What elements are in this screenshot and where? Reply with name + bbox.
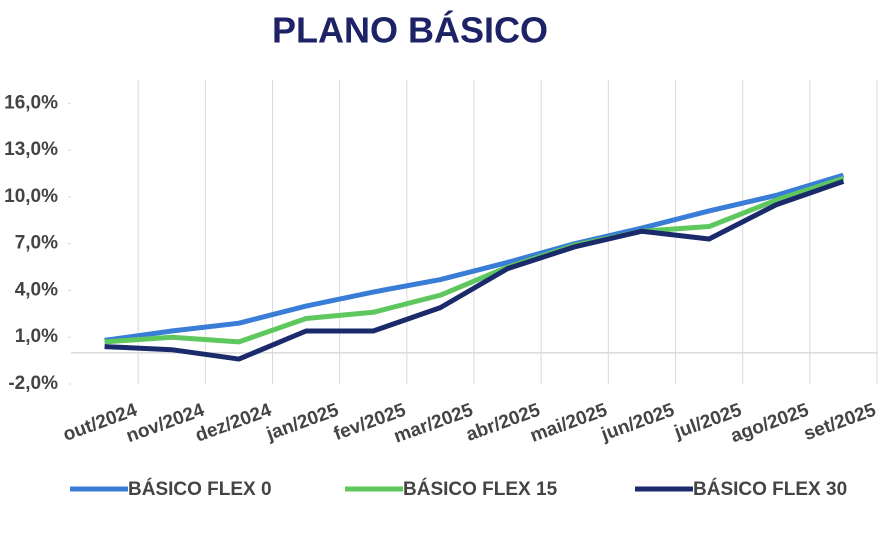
x-tick-label: set/2025	[801, 400, 879, 446]
y-tick-label: 7,0%	[15, 233, 58, 254]
y-tick-label: 16,0%	[4, 92, 58, 113]
x-tick-label: jun/2025	[598, 400, 678, 446]
x-tick-label: jan/2025	[263, 400, 342, 446]
x-tick-label: nov/2024	[124, 400, 208, 448]
legend-label: BÁSICO FLEX 0	[128, 478, 272, 500]
chart-title: PLANO BÁSICO	[272, 10, 548, 51]
series-line	[104, 178, 845, 362]
series-line	[104, 175, 845, 345]
legend-label: BÁSICO FLEX 30	[693, 478, 847, 500]
y-tick-label: 4,0%	[15, 279, 58, 300]
y-tick-label: 1,0%	[15, 326, 58, 347]
series-line	[104, 172, 845, 343]
y-tick-label: 10,0%	[4, 186, 58, 207]
y-tick-label: -2,0%	[8, 373, 58, 394]
x-tick-label: mai/2025	[528, 400, 611, 447]
x-tick-label: dez/2024	[193, 400, 275, 447]
legend-label: BÁSICO FLEX 15	[403, 478, 558, 500]
x-tick-label: ago/2025	[728, 400, 812, 448]
y-tick-label: 13,0%	[4, 139, 58, 160]
